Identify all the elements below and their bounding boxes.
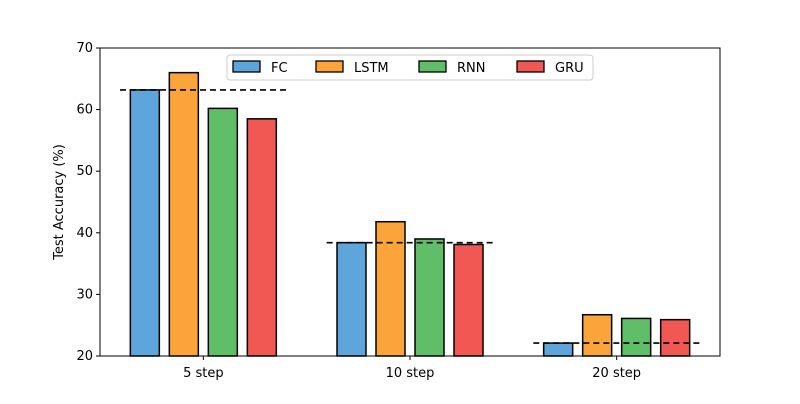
bar-gru-2 [453,243,484,357]
bar-fc-2 [336,241,367,357]
reference-lines-layer [120,89,700,344]
bar-fc-3 [542,342,574,357]
bar-lstm-2 [375,220,406,357]
legend-label-gru: GRU [555,61,584,76]
bar-rnn-2 [414,238,445,357]
y-axis: 20 30 40 50 60 70 [76,41,100,364]
y-tick-label-60: 60 [76,103,93,118]
bar-lstm-3 [581,313,613,357]
y-tick-label-40: 40 [76,226,93,241]
y-tick-label-50: 50 [76,164,93,179]
x-tick-label-1: 5 step [183,366,224,381]
legend-label-fc: FC [271,61,288,76]
bar-fc-1 [129,89,161,357]
y-axis-label: Test Accuracy (%) [52,144,67,261]
legend-swatch-gru [516,60,545,73]
x-tick-label-3: 20 step [592,366,641,381]
bar-gru-3 [659,318,691,357]
legend-swatch-fc [232,60,261,73]
legend-label-lstm: LSTM [354,61,389,76]
legend-swatch-rnn [418,60,447,73]
y-tick-label-70: 70 [76,41,93,56]
x-axis: 5 step 10 step 20 step [183,356,641,381]
legend-label-rnn: RNN [457,61,485,76]
x-tick-label-2: 10 step [386,366,435,381]
bars-layer [129,71,691,357]
legend-swatch-lstm [315,60,344,73]
bar-rnn-1 [207,107,239,357]
bar-gru-1 [246,118,278,357]
y-tick-label-30: 30 [76,287,93,302]
legend: FC LSTM RNN GRU [226,54,594,81]
bar-lstm-1 [168,71,200,357]
bar-rnn-3 [620,317,652,357]
y-tick-label-20: 20 [76,349,93,364]
